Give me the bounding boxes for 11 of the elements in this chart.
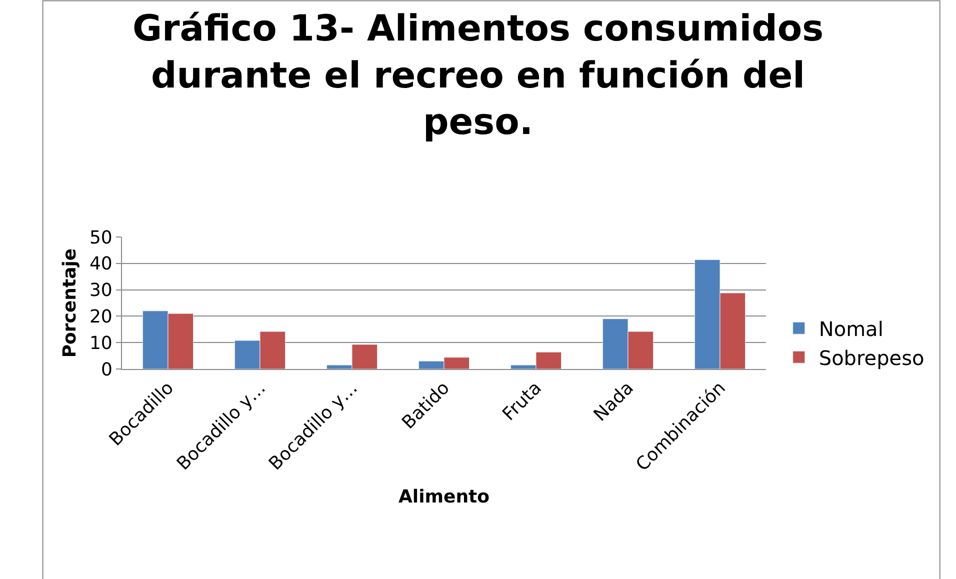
y-tick-label: 40 [89, 254, 112, 275]
chart-title: Gráfico 13- Alimentos consumidos durante el recreo en función del peso. [132, 8, 824, 144]
y-tick-label: 10 [89, 332, 112, 354]
y-tick-label: 50 [89, 227, 112, 248]
legend-label: Nomal [818, 316, 884, 341]
x-axis-title: Alimento [398, 486, 490, 508]
y-tick-label: 30 [89, 280, 112, 302]
y-axis-title: Porcentaje [60, 248, 81, 358]
legend-label: Sobrepeso [818, 346, 924, 370]
y-tick-label: 20 [89, 306, 112, 328]
y-tick-label: 0 [100, 359, 112, 380]
